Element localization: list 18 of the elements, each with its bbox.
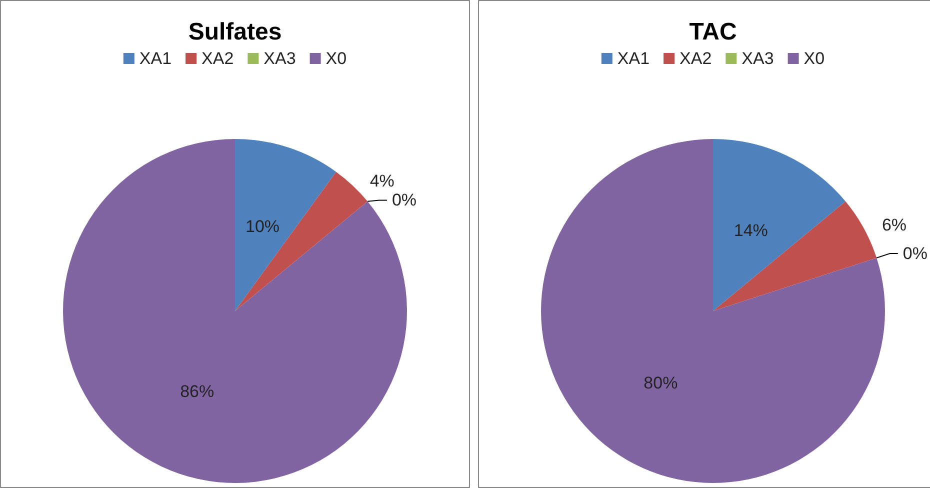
- legend-label: X0: [804, 49, 825, 68]
- legend-label: XA2: [680, 49, 712, 68]
- legend-label: XA2: [202, 49, 234, 68]
- legend-label: XA3: [264, 49, 296, 68]
- text: 0%: [902, 244, 928, 264]
- data-label: 14%: [734, 220, 768, 240]
- data-label: 6%: [882, 216, 907, 235]
- legend-label: XA1: [617, 49, 650, 68]
- data-label: 4%: [370, 172, 394, 191]
- data-label: 86%: [180, 382, 214, 402]
- legend-label: XA3: [742, 49, 774, 68]
- legend-label: X0: [326, 49, 347, 68]
- data-label: 10%: [245, 216, 280, 236]
- data-label: 80%: [644, 374, 678, 393]
- chart-title: TAC: [689, 18, 737, 46]
- text: 0%: [392, 190, 417, 210]
- legend-label: XA1: [139, 49, 172, 68]
- chart-title: Sulfates: [188, 18, 282, 46]
